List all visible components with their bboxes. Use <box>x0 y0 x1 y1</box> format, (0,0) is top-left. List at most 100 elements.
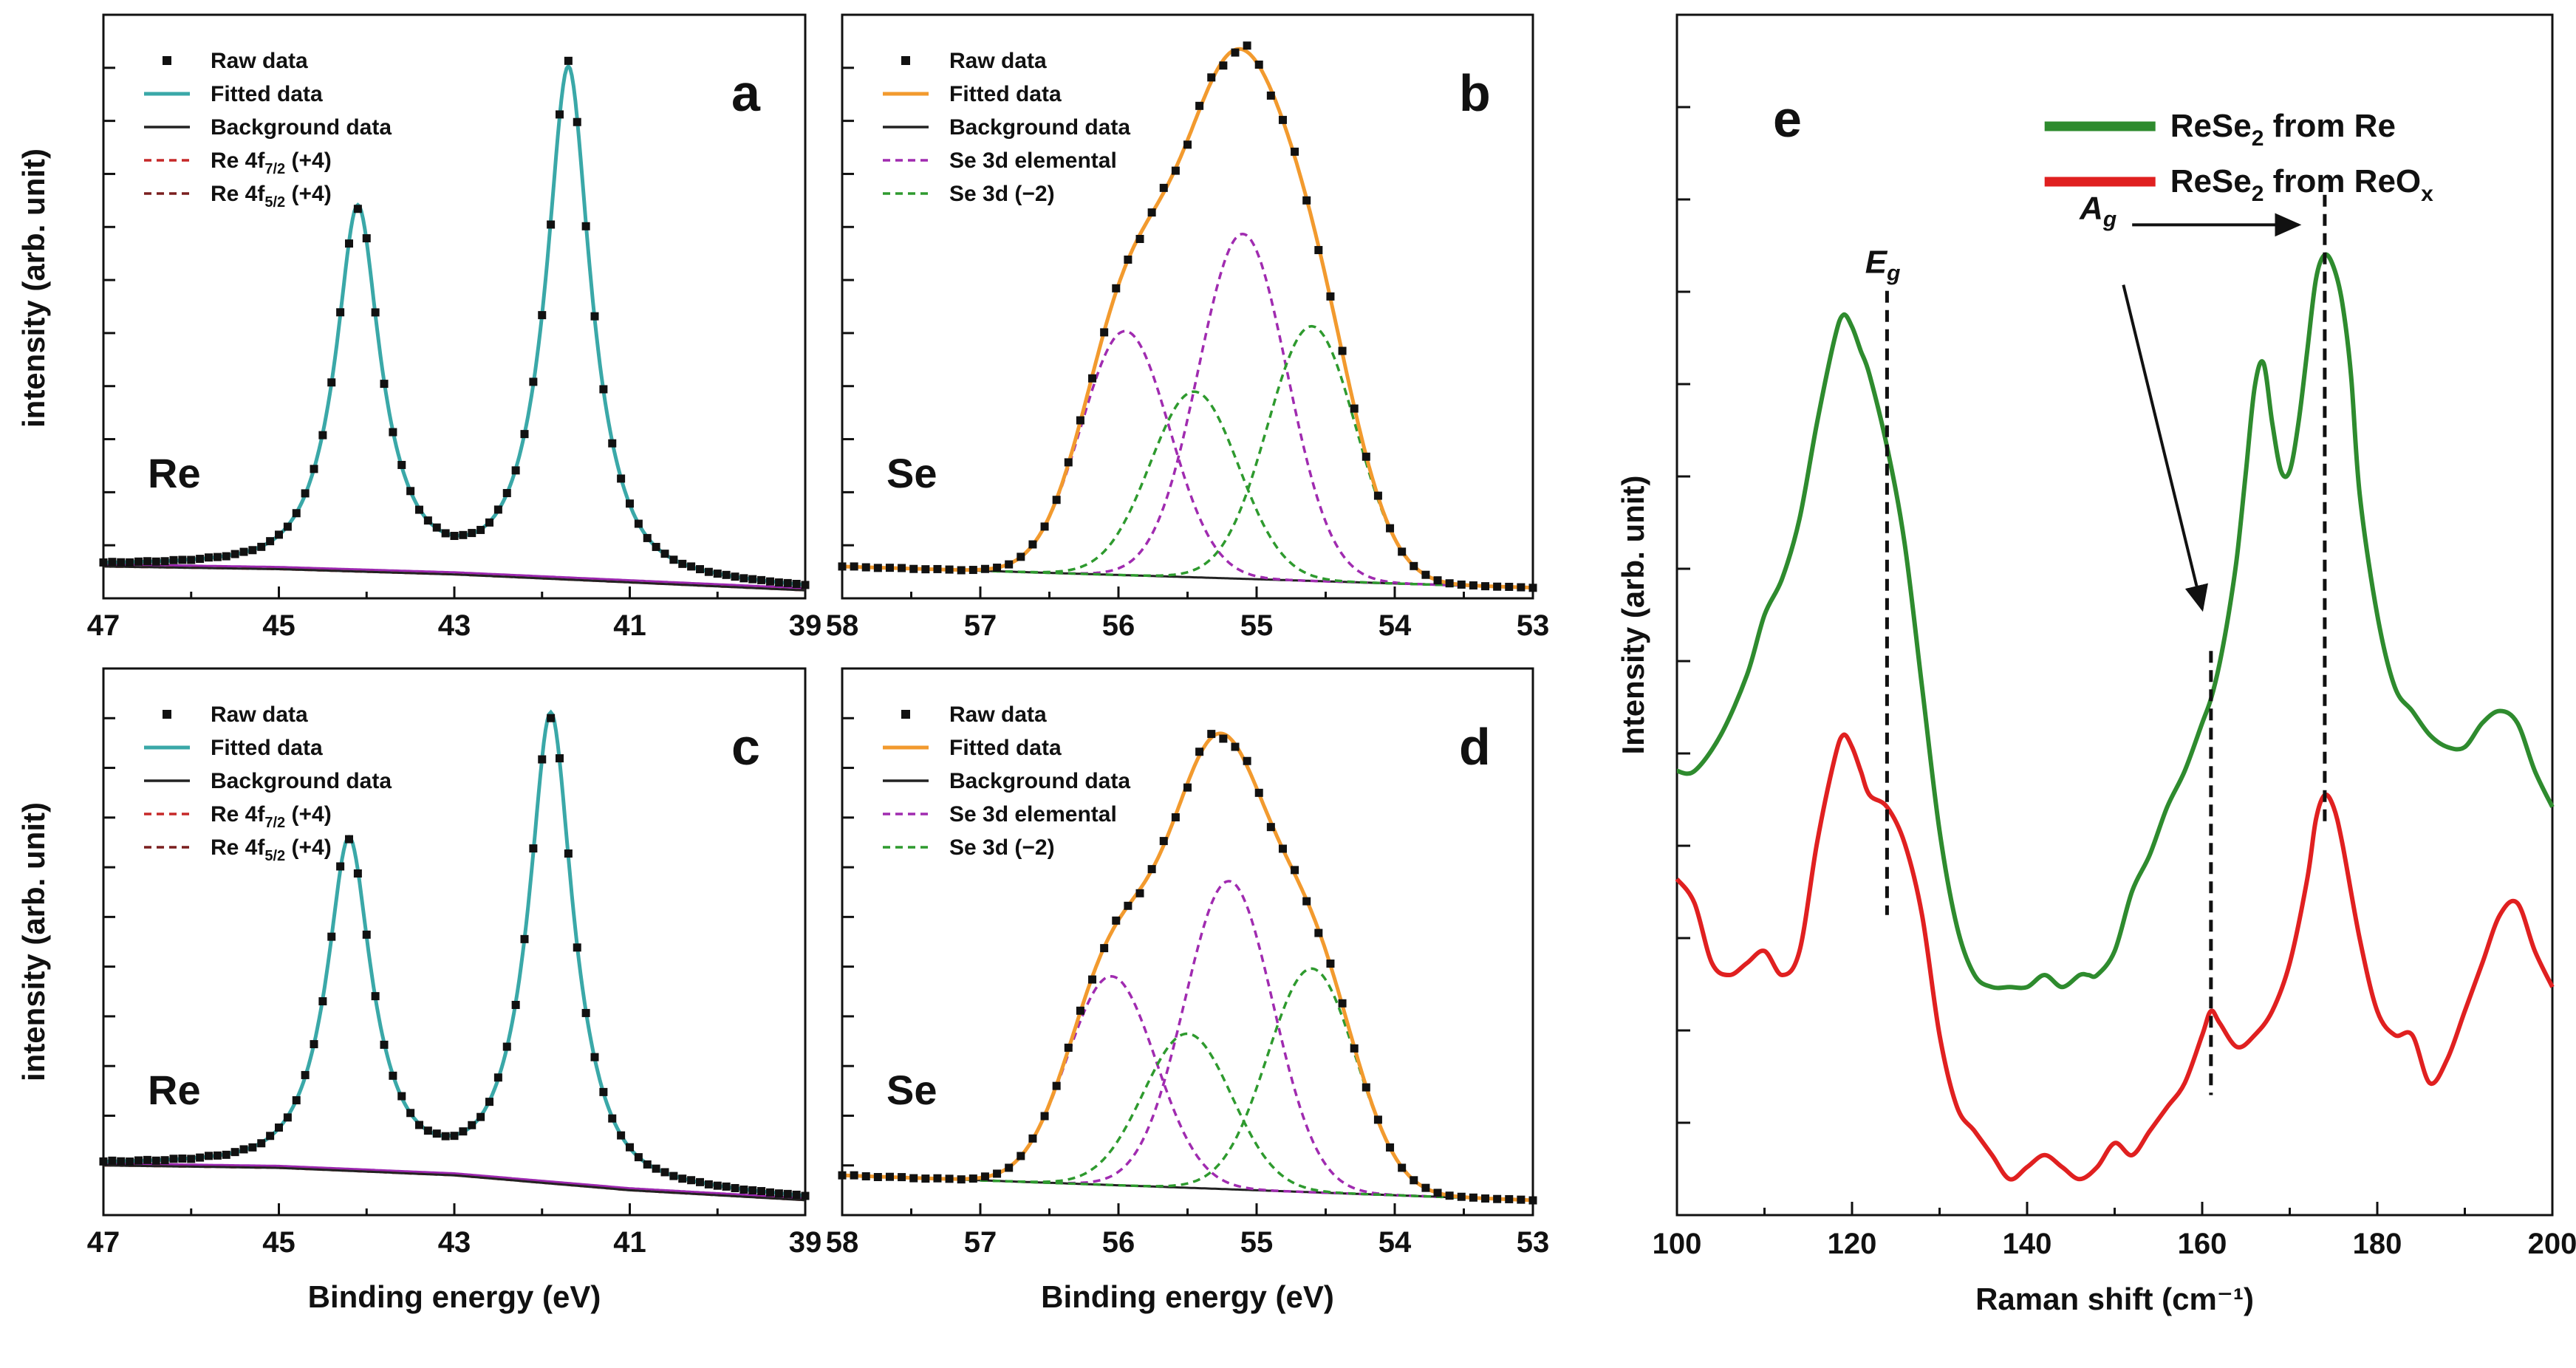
panel-c-raw-point <box>493 1073 502 1082</box>
panel-a-raw-point <box>406 487 415 496</box>
panel-b-raw-point <box>1243 41 1251 50</box>
panel-c-raw-point <box>599 1087 608 1096</box>
panel-a-fitted-line <box>103 63 806 587</box>
panel-d-raw-point <box>1135 889 1144 897</box>
panel-b-raw-point <box>909 564 918 573</box>
panel-c-legend-sub: 5/2 <box>264 848 285 864</box>
panel-d-raw-point <box>1350 1044 1359 1053</box>
panel-c-xlabel: Binding energy (eV) <box>308 1279 601 1314</box>
panel-b-raw-point <box>1052 496 1061 505</box>
panel-d-raw-point <box>1052 1081 1061 1090</box>
panel-c-legend-label: Raw data <box>211 702 308 727</box>
panel-a-raw-point <box>493 505 502 514</box>
panel-a-raw-point <box>99 558 108 567</box>
panel-c-xtick-label: 41 <box>613 1226 646 1259</box>
panel-d-raw-point <box>1243 756 1251 765</box>
panel-b-legend-label: Raw data <box>949 49 1047 73</box>
panel-b-raw-point <box>885 564 894 572</box>
panel-d-xtick-label: 57 <box>964 1226 997 1259</box>
panel-a-raw-point <box>205 553 213 562</box>
panel-a-raw-point <box>748 575 757 584</box>
panel-c-raw-point <box>502 1042 511 1051</box>
panel-a-raw-point <box>134 557 143 566</box>
panel-d-legend-label: Fitted data <box>949 736 1062 760</box>
panel-d-raw-point <box>1124 901 1132 910</box>
panel-c-legend-rest: (+4) <box>285 802 332 827</box>
panel-b-raw-point <box>1410 561 1418 570</box>
panel-d-frame <box>841 667 1534 1217</box>
panel-c-raw-point <box>731 1183 739 1192</box>
panel-c-raw-point <box>652 1164 660 1173</box>
panel-a-raw-point <box>617 474 626 483</box>
panel-d-raw-point <box>1100 944 1109 953</box>
panel-d-raw-point <box>885 1172 894 1181</box>
panel-c-raw-point <box>327 932 336 941</box>
panel-c-raw-point <box>590 1053 599 1061</box>
panel-a-raw-point <box>239 547 248 556</box>
panel-d-raw-point <box>1505 1194 1514 1203</box>
panel-c-raw-point <box>564 849 573 858</box>
panel-c-raw-point <box>301 1070 310 1079</box>
panel-b-raw-point <box>1171 166 1180 175</box>
panel-b-raw-point <box>1147 208 1156 217</box>
panel-a-raw-point <box>766 577 774 586</box>
panel-b-raw-point <box>933 564 942 573</box>
panel-c-raw-point <box>292 1096 301 1105</box>
panel-b-legend-label: Se 3d elemental <box>949 148 1117 173</box>
panel-b-raw-point <box>1338 346 1347 355</box>
panel-d-raw-point <box>1314 928 1323 937</box>
panel-d-raw-point <box>1433 1189 1442 1197</box>
panel-c-raw-point <box>573 943 581 952</box>
panel-a-raw-point <box>801 581 810 589</box>
panel-c-raw-point <box>239 1145 248 1154</box>
panel-a-raw-point <box>389 428 397 437</box>
panel-a-raw-point <box>511 466 520 475</box>
panel-a-raw-point <box>248 546 257 555</box>
panel-d-raw-point <box>1326 960 1335 968</box>
panel-c-raw-point <box>801 1191 810 1200</box>
panel-e-ylabel: Intensity (arb. unit) <box>1616 476 1650 755</box>
panel-b-raw-point <box>1362 452 1370 461</box>
panel-b-raw-point <box>1278 115 1287 124</box>
panel-b-legend-swatch <box>901 56 910 65</box>
panel-a-raw-point <box>590 312 599 321</box>
panel-d-raw-point <box>1112 916 1121 925</box>
panel-a-raw-point <box>292 509 301 518</box>
panel-a-raw-point <box>792 580 801 589</box>
panel-d-xtick-label: 53 <box>1517 1226 1550 1259</box>
panel-d-raw-point <box>1040 1112 1049 1121</box>
panel-c-raw-point <box>766 1188 774 1197</box>
panel-c-legend-swatch <box>163 710 171 719</box>
panel-c-fitted-line <box>103 709 806 1198</box>
panel-b-xtick-label: 58 <box>826 609 859 642</box>
panel-d-legend-label: Se 3d elemental <box>949 802 1117 827</box>
panel-c-raw-point <box>450 1132 459 1140</box>
panel-b-raw-point <box>1481 582 1490 591</box>
panel-a-raw-point <box>468 529 476 538</box>
panel-a-raw-point <box>520 430 529 439</box>
panel-c-raw-point <box>722 1182 731 1191</box>
panel-c-raw-point <box>117 1157 126 1166</box>
panel-c-raw-point <box>423 1126 432 1135</box>
panel-b-raw-point <box>980 564 989 573</box>
panel-b-fitted-line <box>841 47 1533 590</box>
panel-c-raw-point <box>362 930 371 939</box>
panel-c-raw-point <box>310 1040 318 1049</box>
panel-c-raw-point <box>406 1109 415 1118</box>
panel-c-raw-point <box>441 1132 450 1140</box>
panel-c-raw-point <box>187 1155 196 1163</box>
ag-annotation: Ag <box>2079 190 2117 231</box>
panel-c-raw-point <box>538 755 547 764</box>
panel-b-raw-point <box>1266 91 1275 100</box>
panel-d-raw-point <box>921 1174 930 1183</box>
panel-c-raw-point <box>415 1121 423 1129</box>
panel-a-legend-label: Raw data <box>211 49 308 73</box>
panel-c-raw-point <box>774 1189 783 1198</box>
panel-a-element-label: Re <box>148 450 201 496</box>
panel-d-raw-point <box>1302 897 1311 906</box>
panel-b-raw-point <box>1517 583 1526 592</box>
panel-b-label: b <box>1459 64 1491 122</box>
panel-b-raw-point <box>1445 579 1454 588</box>
panel-b-raw-point <box>1350 404 1359 413</box>
panel-b-raw-point <box>1195 101 1204 110</box>
